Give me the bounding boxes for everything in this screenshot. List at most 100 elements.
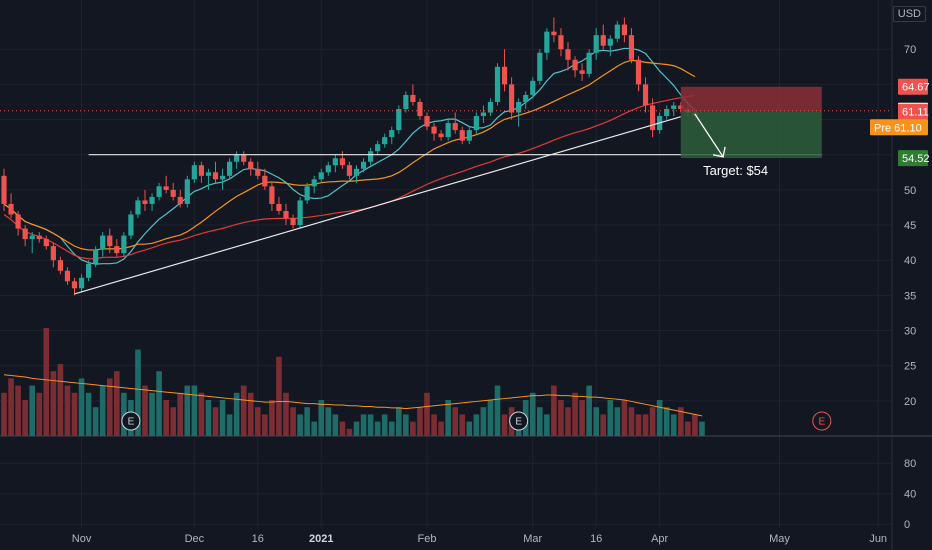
candle-body — [438, 133, 444, 138]
volume-bar — [163, 400, 169, 436]
price-badge-premarket-price-label: Pre 61.10 — [874, 122, 922, 134]
volume-moving-average — [3, 374, 703, 417]
price-badge-stop-price — [898, 78, 928, 95]
volume-bar — [678, 407, 684, 436]
volume-bar — [332, 414, 339, 436]
volume-bar — [339, 421, 346, 436]
candle-body — [205, 172, 212, 176]
candle — [614, 21, 620, 43]
volume-bar — [692, 414, 698, 436]
volume-bar — [283, 392, 289, 436]
price-tick-label: 50 — [904, 185, 916, 197]
volume-bar — [558, 400, 564, 436]
price-badge-target-price-label: 54.52 — [902, 153, 930, 165]
volume-bar — [367, 414, 374, 436]
candle-body — [480, 112, 486, 117]
candle — [276, 196, 282, 215]
volume-bar — [99, 385, 106, 436]
volume-bar — [85, 392, 92, 436]
candle — [170, 182, 176, 201]
candle — [114, 239, 120, 257]
candle-body — [494, 66, 501, 102]
volume-bar — [480, 407, 487, 436]
candle — [107, 228, 113, 254]
candle — [410, 84, 416, 106]
candle-body — [290, 218, 296, 226]
earnings-marker-icon — [812, 411, 832, 431]
candle — [565, 42, 571, 71]
candle — [78, 274, 85, 292]
candle — [163, 175, 169, 194]
candle-body — [593, 35, 599, 53]
lower-tick-label: 40 — [904, 489, 916, 501]
candle-body — [248, 161, 254, 169]
candle-body — [445, 123, 451, 138]
candle-body — [607, 38, 613, 46]
candle-body — [516, 101, 522, 113]
volume-bar — [396, 407, 402, 436]
candle-body — [452, 123, 458, 131]
candle-body — [184, 179, 190, 204]
price-badge-target-price — [898, 150, 928, 167]
candle-body — [642, 84, 649, 106]
candle — [100, 232, 106, 257]
volume-bar — [149, 392, 155, 436]
candle — [15, 210, 21, 236]
volume-bar — [233, 392, 240, 436]
volume-bar — [142, 385, 148, 436]
candle — [431, 123, 437, 141]
volume-bar — [290, 407, 296, 436]
volume-bar — [205, 400, 212, 436]
candle-body — [650, 105, 656, 131]
candle-body — [473, 116, 479, 131]
volume-bar — [445, 400, 451, 436]
candle — [494, 63, 501, 106]
candle-body — [530, 80, 536, 95]
volume-bar — [346, 428, 353, 436]
candle-body — [523, 94, 529, 102]
candle-body — [368, 151, 374, 162]
price-tick-label: 70 — [904, 44, 916, 56]
volume-bar — [156, 371, 162, 436]
ascending-trendline — [74, 116, 681, 295]
candle — [121, 232, 127, 257]
candle — [501, 49, 508, 92]
earnings-marker-icon — [121, 411, 141, 431]
candle-body — [234, 154, 240, 162]
candle-body — [36, 235, 42, 240]
candle-body — [353, 168, 360, 176]
candle — [248, 158, 254, 176]
candle-body — [297, 200, 303, 226]
time-axis-label: Dec — [185, 533, 205, 545]
candle — [642, 77, 649, 113]
candle-body — [163, 186, 169, 190]
candle — [487, 98, 494, 117]
volume-bar — [685, 421, 691, 436]
candle — [396, 105, 402, 134]
candle — [671, 101, 677, 117]
candle — [586, 49, 592, 78]
candle-body — [466, 130, 472, 141]
price-tick-label: 45 — [904, 220, 916, 232]
candle-body — [459, 130, 465, 141]
candle — [445, 119, 451, 141]
candle — [135, 196, 141, 218]
candle-body — [156, 186, 162, 197]
candle — [417, 98, 423, 120]
candle-body — [135, 200, 141, 215]
candle — [516, 98, 522, 127]
candle-body — [128, 214, 134, 236]
candle — [579, 63, 585, 81]
volume-bar — [494, 385, 501, 436]
volume-bar — [656, 400, 663, 436]
target-annotation-label: Target: $54 — [703, 163, 768, 178]
candle — [650, 98, 656, 138]
candle — [93, 246, 99, 268]
candle-body — [431, 126, 437, 134]
candle — [71, 277, 78, 296]
volume-bar — [417, 407, 423, 436]
candle — [558, 28, 564, 57]
volume-bar — [184, 385, 191, 436]
time-axis-label: May — [769, 533, 790, 545]
